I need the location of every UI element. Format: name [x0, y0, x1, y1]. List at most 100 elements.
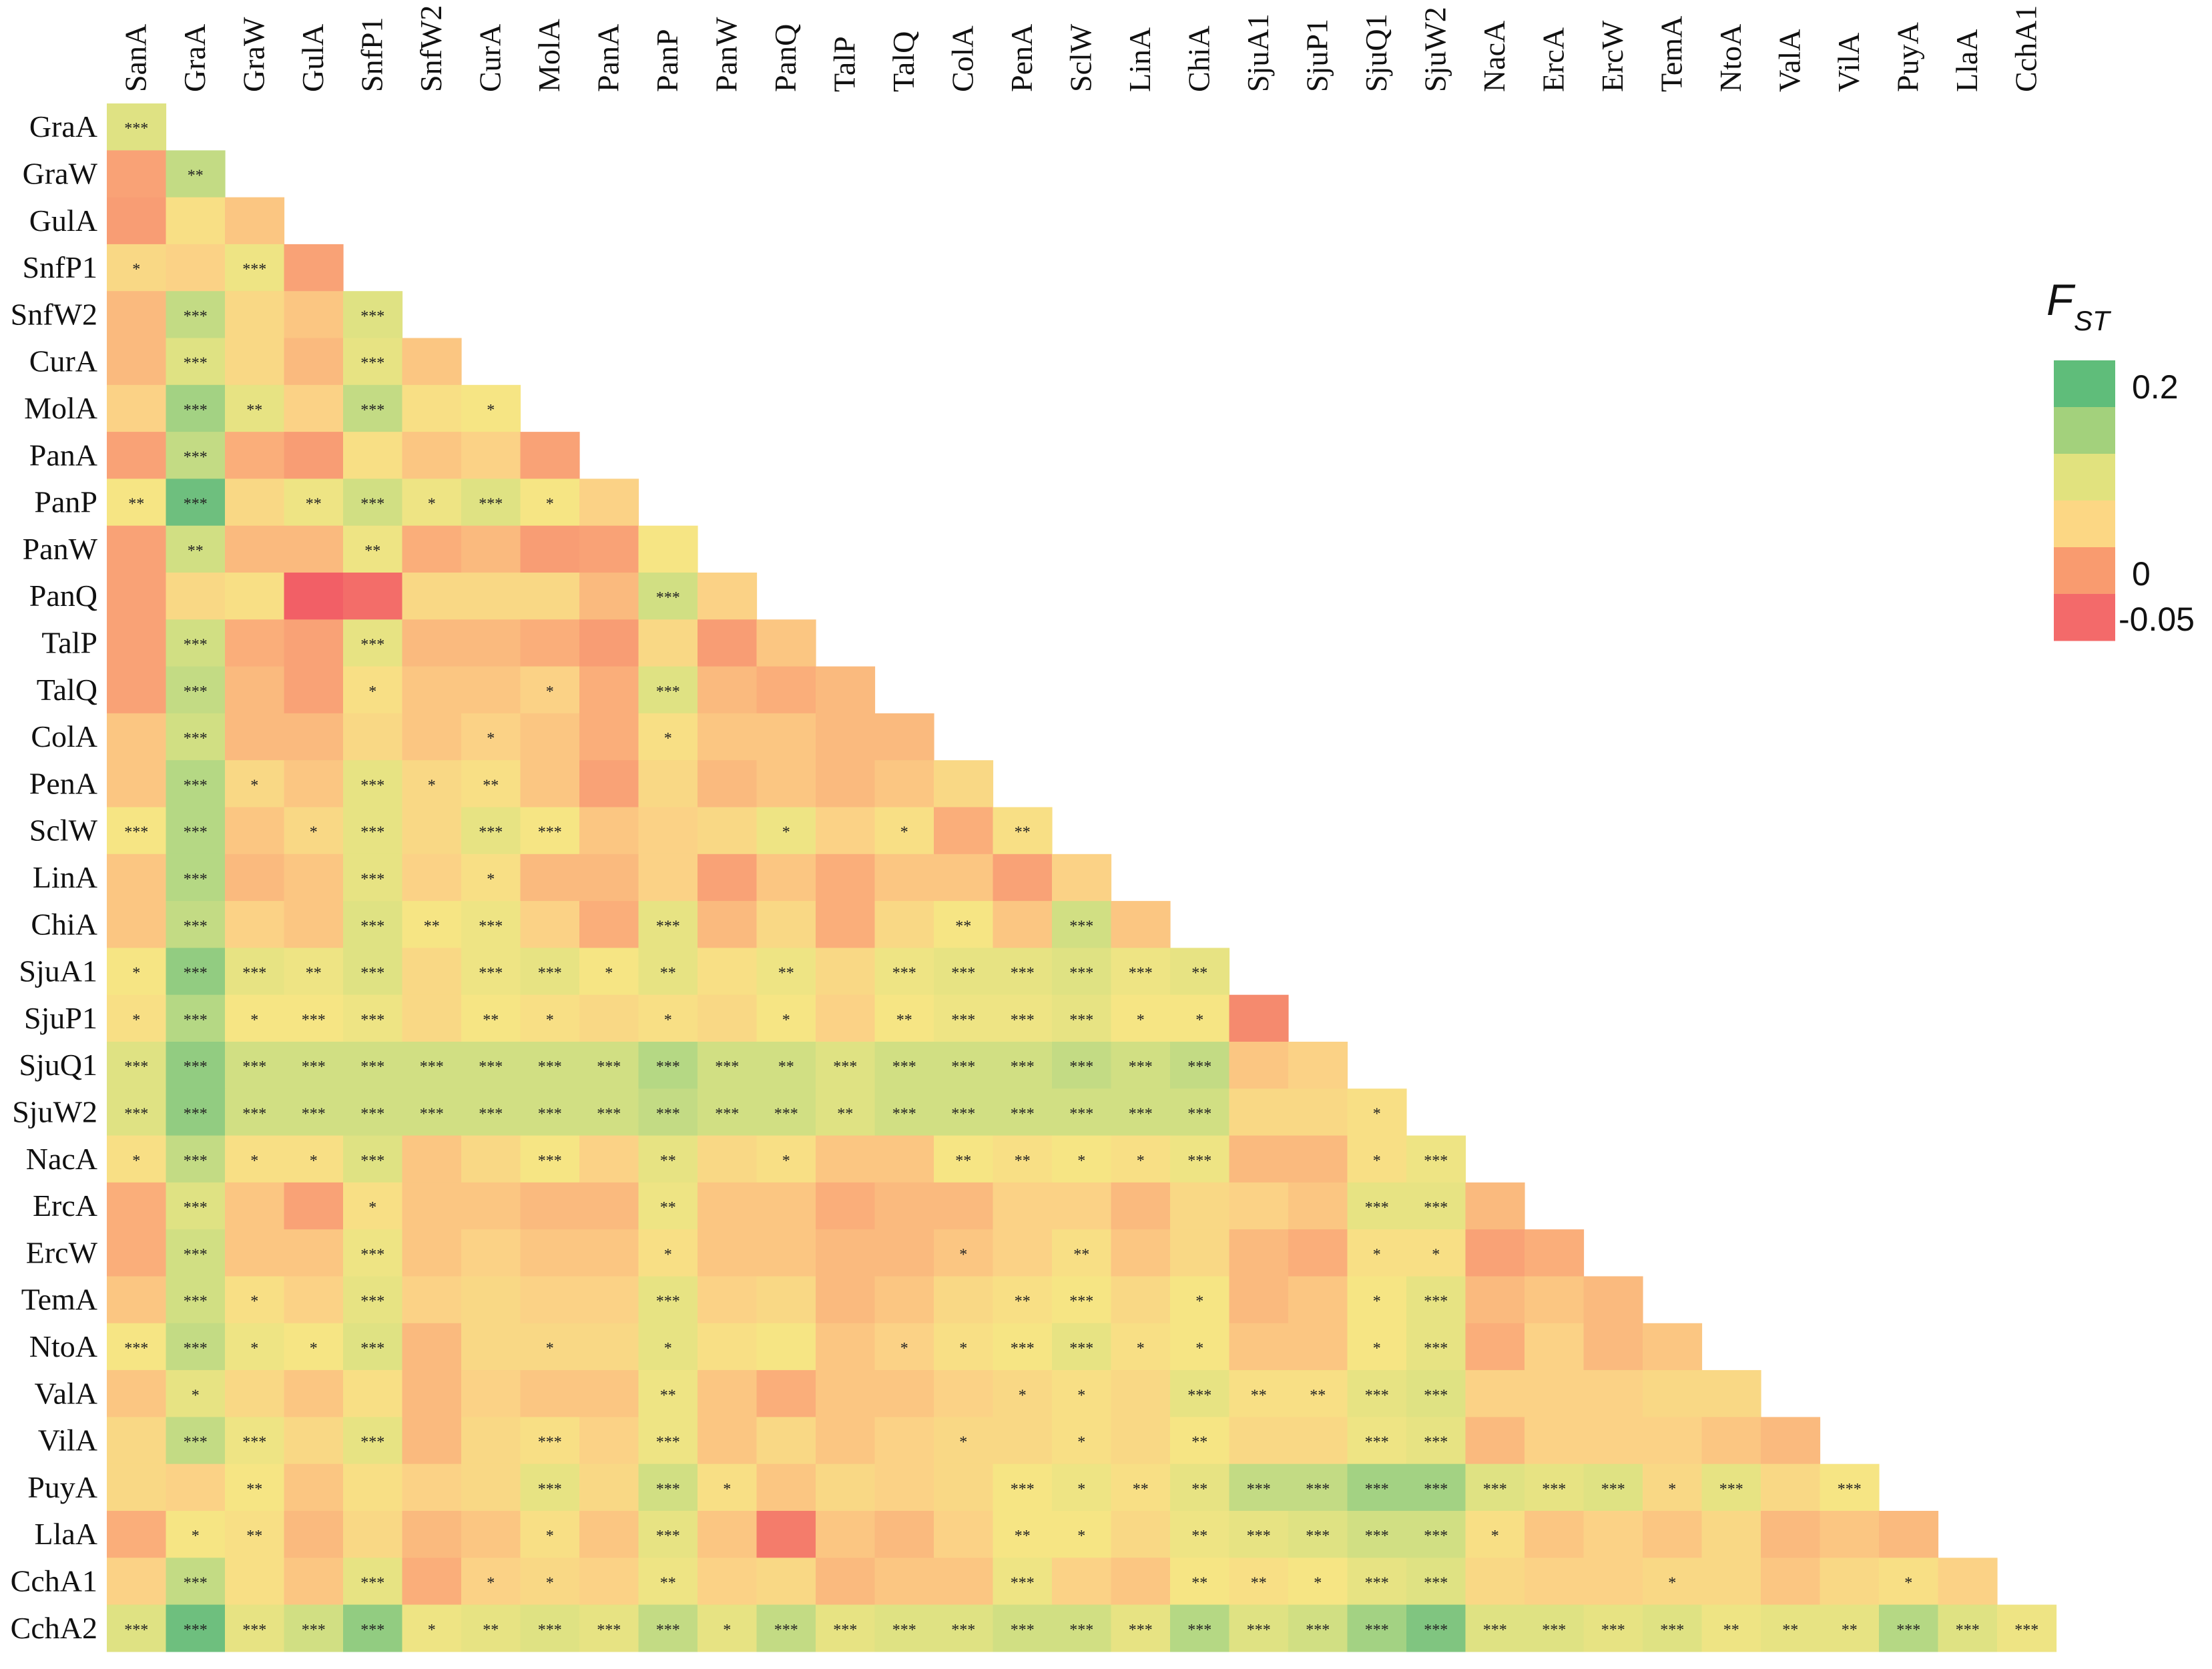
heatmap-cell: [1347, 1088, 1407, 1136]
heatmap-cell: [461, 478, 521, 527]
significance-mark: ***: [302, 1622, 326, 1639]
significance-mark: ***: [656, 683, 680, 701]
heatmap-cell: [1643, 1511, 1703, 1558]
heatmap-cell: [284, 1463, 344, 1512]
heatmap-cell: [520, 1042, 580, 1089]
column-label: GraW: [236, 17, 270, 92]
heatmap-cell: [461, 1135, 521, 1183]
heatmap-cell: [579, 994, 639, 1042]
heatmap-cell: [816, 994, 876, 1042]
heatmap-cell: [166, 1604, 226, 1652]
heatmap-cell: [461, 1417, 521, 1465]
heatmap-cell: [698, 1604, 758, 1652]
heatmap-cell: [107, 573, 167, 620]
significance-mark: **: [660, 1387, 676, 1404]
significance-mark: **: [955, 1152, 971, 1170]
heatmap-cell: [874, 1229, 934, 1277]
heatmap-cell: [461, 1229, 521, 1277]
significance-mark: ***: [242, 1058, 266, 1076]
heatmap-cell: [343, 432, 403, 479]
heatmap-cell: [1525, 1417, 1585, 1465]
heatmap-cell: [698, 1558, 758, 1606]
row-label: PanW: [23, 532, 98, 566]
heatmap-cell: [638, 948, 698, 996]
heatmap-cell: [1111, 1511, 1171, 1558]
heatmap-cell: [1111, 1042, 1171, 1089]
significance-mark: ***: [1424, 1574, 1448, 1592]
significance-mark: ***: [951, 965, 975, 982]
heatmap-cell: [520, 713, 580, 761]
heatmap-cell: [1583, 1463, 1643, 1512]
heatmap-cell: [402, 948, 462, 996]
heatmap-cell: [993, 1463, 1053, 1512]
heatmap-cell: [225, 994, 285, 1042]
significance-mark: *: [546, 1528, 554, 1545]
significance-mark: **: [246, 1528, 262, 1545]
heatmap-cell: [1465, 1229, 1525, 1277]
heatmap-cell: [1820, 1558, 1880, 1606]
significance-mark: ***: [360, 1012, 384, 1029]
column-label: NacA: [1477, 21, 1511, 92]
heatmap-cell: [1170, 1088, 1230, 1136]
heatmap-cell: [461, 1463, 521, 1512]
heatmap-cell: [993, 1604, 1053, 1652]
heatmap-cell: [1229, 1135, 1289, 1183]
heatmap-cell: [461, 432, 521, 479]
heatmap-cell: [874, 760, 934, 808]
heatmap-cell: [1052, 1463, 1112, 1512]
heatmap-cell: [1643, 1604, 1703, 1652]
significance-mark: ***: [656, 1058, 680, 1076]
significance-mark: **: [364, 543, 380, 560]
significance-mark: *: [1668, 1574, 1676, 1592]
heatmap-cell: [1229, 1182, 1289, 1230]
heatmap-cell: [1229, 1229, 1289, 1277]
significance-mark: *: [1077, 1528, 1085, 1545]
heatmap-cell: [461, 1042, 521, 1089]
legend-swatch: [2054, 454, 2115, 501]
heatmap-cell: [343, 478, 403, 527]
significance-mark: ***: [360, 1340, 384, 1357]
heatmap-cell: [579, 1229, 639, 1277]
significance-mark: *: [605, 965, 613, 982]
heatmap-cell: [1111, 1370, 1171, 1417]
heatmap-cell: [225, 1276, 285, 1324]
significance-mark: ***: [184, 777, 208, 794]
heatmap-cell: [402, 525, 462, 573]
heatmap-cell: [402, 384, 462, 432]
significance-mark: *: [1432, 1246, 1440, 1263]
significance-mark: ***: [360, 1058, 384, 1076]
heatmap-cell: [1465, 1276, 1525, 1324]
significance-mark: ***: [360, 1622, 384, 1639]
heatmap-cell: [1052, 1135, 1112, 1183]
heatmap-cell: [402, 1135, 462, 1183]
heatmap-cell: [1525, 1511, 1585, 1558]
heatmap-cell: [402, 338, 462, 386]
significance-mark: ***: [184, 965, 208, 982]
row-label: TemA: [21, 1283, 97, 1317]
heatmap-cell: [1938, 1604, 1998, 1652]
significance-mark: **: [1191, 965, 1207, 982]
heatmap-cell: [461, 1323, 521, 1371]
heatmap-cell: [166, 573, 226, 620]
significance-mark: ***: [833, 1622, 857, 1639]
significance-mark: ***: [1247, 1481, 1271, 1498]
column-label: SnfW2: [414, 5, 448, 92]
heatmap-cell: [698, 854, 758, 902]
heatmap-cell: [461, 525, 521, 573]
heatmap-cell: [1111, 1417, 1171, 1465]
heatmap-cell: [874, 1558, 934, 1606]
significance-mark: ***: [302, 1106, 326, 1123]
significance-mark: *: [664, 1340, 672, 1357]
heatmap-cell: [816, 1370, 876, 1417]
heatmap-cell: [402, 432, 462, 479]
heatmap-cell: [461, 807, 521, 855]
significance-mark: *: [782, 1152, 790, 1170]
heatmap-cell: [816, 713, 876, 761]
significance-mark: ***: [479, 918, 503, 935]
heatmap-cell: [343, 291, 403, 339]
significance-mark: *: [723, 1481, 731, 1498]
heatmap-cell: [1347, 1276, 1407, 1324]
heatmap-cell: [1229, 1604, 1289, 1652]
significance-mark: ***: [184, 448, 208, 466]
significance-mark: ***: [1424, 1622, 1448, 1639]
